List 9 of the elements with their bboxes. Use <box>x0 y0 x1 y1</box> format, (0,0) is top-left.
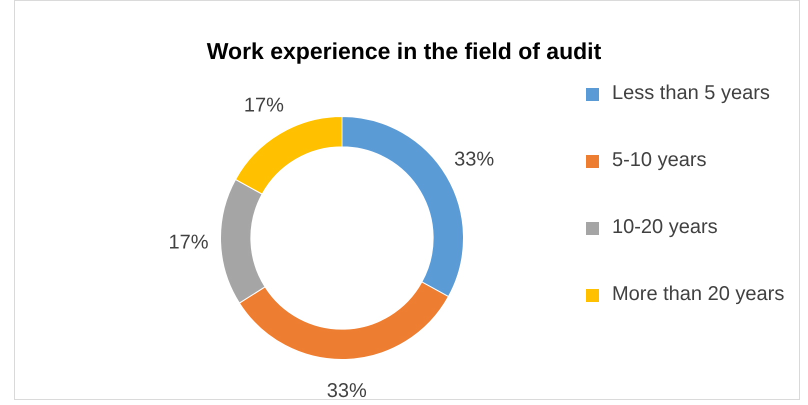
data-label: 17% <box>244 94 284 116</box>
data-label: 17% <box>168 231 209 254</box>
legend-label: 5-10 years <box>611 148 708 173</box>
data-label: 33% <box>454 148 494 170</box>
legend-label: More than 20 years <box>611 282 786 307</box>
chart-title: Work experience in the field of audit <box>206 38 602 65</box>
legend-label: 10-20 years <box>611 215 719 240</box>
data-label: 33% <box>326 380 368 402</box>
legend-label: Less than 5 years <box>611 81 771 106</box>
